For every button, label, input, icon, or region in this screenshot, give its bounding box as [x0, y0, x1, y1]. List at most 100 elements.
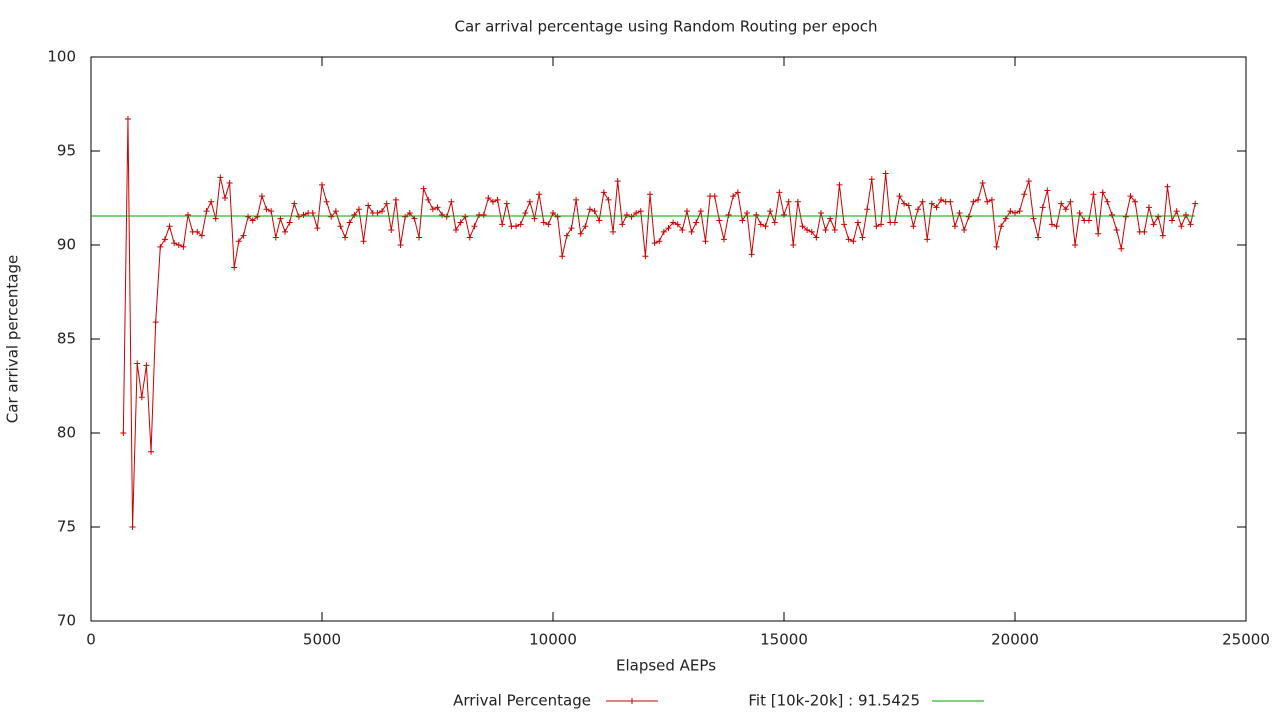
data-point — [891, 219, 898, 226]
data-point — [143, 362, 150, 369]
data-point — [781, 211, 787, 218]
data-point — [138, 394, 145, 401]
data-point — [550, 210, 556, 217]
data-point — [1187, 221, 1194, 228]
data-point — [323, 198, 330, 205]
data-point — [231, 264, 238, 271]
data-point — [300, 211, 307, 218]
data-point — [1076, 210, 1083, 217]
data-point — [379, 208, 386, 215]
data-point — [526, 198, 533, 205]
data-point — [374, 210, 381, 217]
data-point — [822, 226, 829, 233]
data-point — [674, 221, 681, 228]
data-point — [254, 213, 261, 220]
data-point — [647, 191, 654, 198]
x-tick-label: 20000 — [991, 631, 1039, 649]
data-point — [1002, 215, 1009, 222]
data-point — [776, 189, 783, 196]
data-point — [1044, 187, 1051, 194]
data-point — [794, 198, 801, 205]
data-point — [924, 236, 931, 243]
data-point — [762, 223, 769, 230]
data-point — [240, 232, 247, 239]
data-point — [499, 221, 506, 228]
data-point — [771, 219, 778, 226]
data-point — [365, 202, 372, 209]
data-point — [531, 215, 538, 222]
data-point — [355, 206, 362, 213]
data-point — [439, 211, 446, 218]
data-point — [332, 208, 339, 215]
data-point — [864, 206, 871, 213]
data-point — [272, 234, 279, 241]
data-point — [720, 236, 727, 243]
data-point — [203, 208, 210, 215]
plot-frame — [90, 56, 1247, 622]
data-point — [568, 225, 575, 232]
data-point — [286, 219, 293, 226]
data-point — [688, 228, 695, 235]
data-point — [198, 232, 205, 239]
data-point — [263, 206, 270, 213]
data-point — [878, 221, 885, 228]
data-point — [152, 319, 159, 326]
data-point — [1072, 242, 1079, 248]
data-point — [245, 213, 252, 220]
data-point — [383, 200, 390, 207]
data-point — [425, 196, 432, 203]
data-point — [610, 228, 617, 235]
chart-title: Car arrival percentage using Random Rout… — [455, 18, 878, 36]
data-point — [457, 219, 464, 226]
data-point — [711, 193, 718, 200]
data-point — [1192, 200, 1199, 207]
data-point — [563, 232, 570, 239]
data-point — [1159, 232, 1166, 239]
data-point — [1016, 208, 1023, 215]
data-point — [485, 195, 492, 201]
data-point — [859, 234, 866, 241]
x-tick-label: 5000 — [303, 631, 341, 649]
x-tick-label: 0 — [86, 631, 96, 649]
data-point — [702, 238, 709, 245]
legend-marker — [629, 698, 635, 704]
x-tick-label: 15000 — [760, 631, 808, 649]
data-point — [1173, 208, 1180, 215]
data-point — [739, 217, 746, 224]
data-point — [402, 213, 409, 220]
data-point — [582, 223, 589, 230]
data-point — [1053, 223, 1060, 230]
data-point — [938, 196, 945, 203]
data-point — [910, 223, 917, 230]
data-point — [716, 217, 723, 224]
data-point — [411, 215, 418, 222]
data-point — [670, 219, 677, 226]
data-point — [841, 221, 848, 228]
data-point — [489, 198, 496, 205]
data-point — [282, 228, 289, 235]
data-point — [757, 221, 764, 228]
data-point — [697, 208, 704, 215]
data-point — [319, 181, 325, 188]
data-point — [420, 185, 427, 192]
data-point — [998, 223, 1005, 230]
data-point — [124, 116, 131, 123]
data-point — [268, 208, 275, 215]
data-point — [970, 198, 977, 205]
data-point — [291, 200, 298, 207]
data-point — [619, 221, 626, 228]
data-point — [1127, 193, 1134, 200]
data-point — [799, 223, 806, 230]
data-point — [1150, 221, 1157, 228]
data-point — [984, 198, 991, 205]
data-point — [416, 234, 423, 241]
data-point — [813, 234, 820, 241]
data-point — [309, 210, 316, 217]
data-point — [660, 228, 667, 235]
data-point — [693, 219, 700, 226]
data-point — [1132, 198, 1139, 205]
data-point — [651, 240, 658, 247]
data-point — [120, 430, 127, 436]
data-point — [180, 243, 187, 250]
data-point — [462, 213, 469, 220]
